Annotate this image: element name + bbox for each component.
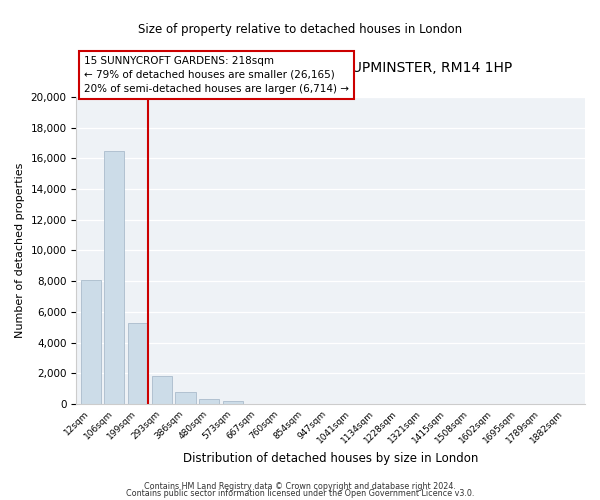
Title: 15, SUNNYCROFT GARDENS, UPMINSTER, RM14 1HP: 15, SUNNYCROFT GARDENS, UPMINSTER, RM14 … [149, 61, 512, 75]
Bar [175, 392, 196, 404]
Bar [104, 150, 124, 404]
X-axis label: Distribution of detached houses by size in London: Distribution of detached houses by size … [183, 452, 478, 465]
Text: 15 SUNNYCROFT GARDENS: 218sqm
← 79% of detached houses are smaller (26,165)
20% : 15 SUNNYCROFT GARDENS: 218sqm ← 79% of d… [84, 56, 349, 94]
Y-axis label: Number of detached properties: Number of detached properties [15, 163, 25, 338]
Bar [223, 401, 243, 404]
Text: Contains HM Land Registry data © Crown copyright and database right 2024.: Contains HM Land Registry data © Crown c… [144, 482, 456, 491]
Bar [152, 376, 172, 404]
Bar [80, 280, 101, 404]
Bar [128, 322, 148, 404]
Bar [199, 400, 219, 404]
Text: Size of property relative to detached houses in London: Size of property relative to detached ho… [138, 22, 462, 36]
Text: Contains public sector information licensed under the Open Government Licence v3: Contains public sector information licen… [126, 490, 474, 498]
